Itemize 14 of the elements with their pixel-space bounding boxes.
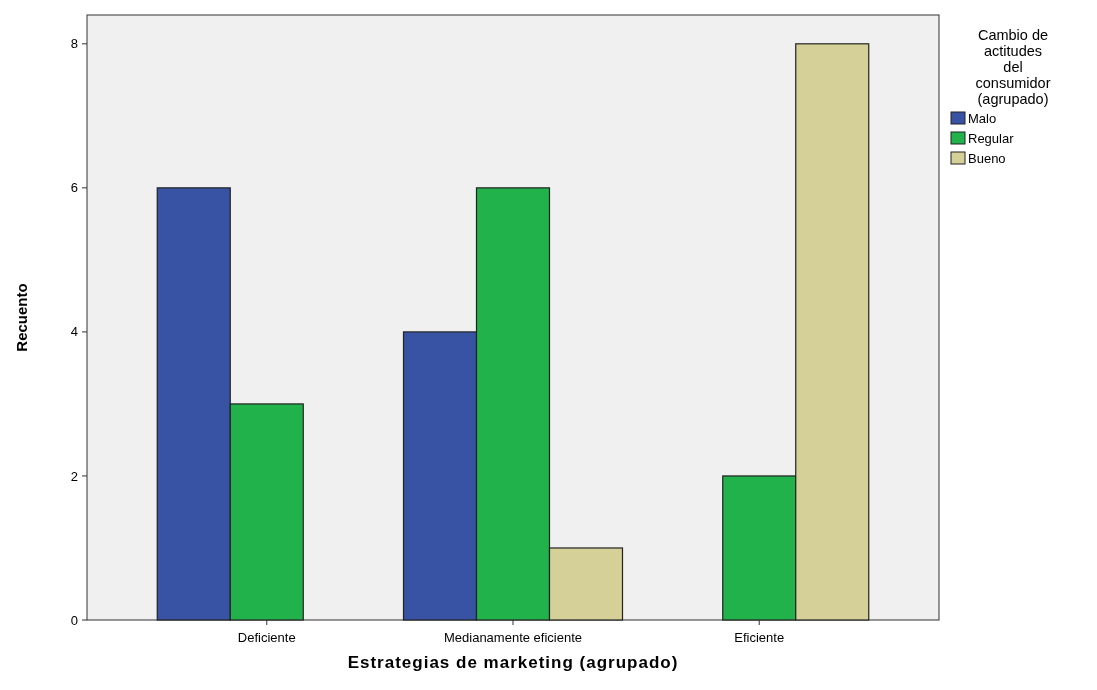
y-tick-label: 6: [70, 180, 78, 196]
y-tick-label: 0: [70, 612, 78, 628]
x-tick-label: Eficiente: [734, 630, 785, 645]
x-tick-label: Medianamente eficiente: [443, 630, 583, 645]
x-axis-title: Estrategias de marketing (agrupado): [347, 653, 679, 672]
x-tick-label: Deficiente: [237, 630, 296, 645]
y-tick-label: 4: [70, 324, 78, 340]
y-tick-label: 2: [70, 468, 78, 484]
legend-label: Regular: [968, 130, 1015, 146]
legend-title: Cambio de actitudes del consumidor (agrupado): [975, 27, 1051, 107]
y-axis-title: Recuento: [13, 283, 30, 352]
y-tick-label: 8: [70, 36, 78, 52]
legend-label: Malo: [968, 110, 997, 126]
legend-label: Bueno: [968, 150, 1006, 166]
